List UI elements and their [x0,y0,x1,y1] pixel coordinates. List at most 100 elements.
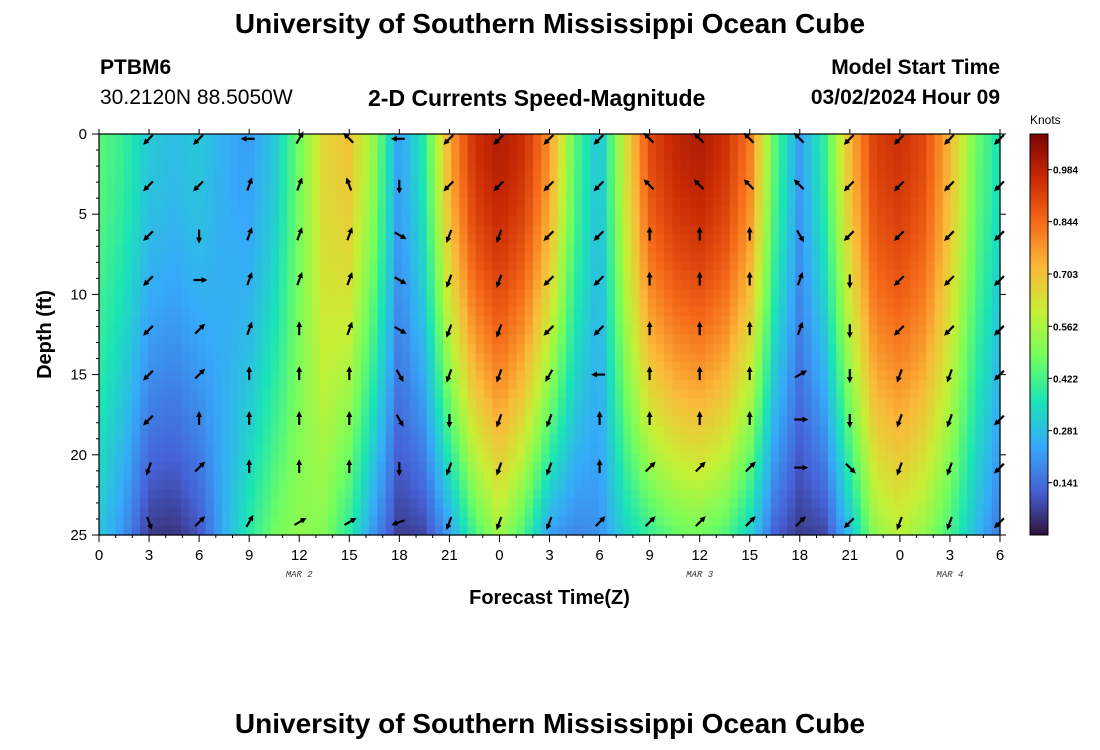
heatmap-cell [565,471,575,481]
heatmap-cell [565,197,575,208]
heatmap-cell [582,225,592,235]
heatmap-cell [950,243,960,254]
heatmap-cell [787,462,796,472]
heatmap-cell [443,525,452,536]
heatmap-cell [189,170,198,181]
heatmap-cell [99,525,108,536]
heatmap-cell [942,443,952,454]
heatmap-cell [664,507,673,518]
heatmap-cell [901,507,911,518]
current-vector-arrow [843,230,855,242]
heatmap-cell [737,152,747,162]
heatmap-cell [352,425,362,436]
heatmap-cell [852,462,862,472]
heatmap-cell [991,462,1001,472]
heatmap-cell [565,425,575,436]
heatmap-cell [107,225,116,235]
heatmap-cell [271,462,280,472]
heatmap-cell [221,489,231,500]
heatmap-cell [328,516,338,527]
heatmap-cell [836,452,845,463]
heatmap-cell [934,389,944,399]
heatmap-cell [361,206,370,217]
heatmap-cell [672,206,682,217]
heatmap-cell [598,225,608,235]
heatmap-cell [729,288,739,299]
heatmap-cell [533,225,542,235]
heatmap-cell [238,516,248,527]
heatmap-cell [655,279,665,290]
heatmap-cell [467,389,477,399]
heatmap-cell [377,489,387,500]
heatmap-cell [541,425,551,436]
heatmap-cell [598,270,608,281]
heatmap-cell [533,407,542,418]
heatmap-cell [459,270,469,281]
heatmap-cell [328,443,338,454]
heatmap-cell [533,307,542,317]
heatmap-cell [664,188,673,199]
heatmap-cell [139,316,149,326]
heatmap-cell [991,216,1001,226]
heatmap-cell [631,134,641,144]
heatmap-cell [795,525,805,536]
heatmap-cell [991,352,1001,363]
heatmap-cell [475,361,485,372]
heatmap-cell [336,334,346,345]
heatmap-cell [787,452,796,463]
heatmap-cell [934,206,944,217]
heatmap-cell [508,288,518,299]
heatmap-cell [99,252,108,263]
heatmap-cell [729,443,739,454]
heatmap-cell [418,343,428,354]
heatmap-cell [205,216,215,226]
heatmap-cell [328,452,338,463]
heatmap-cell [664,480,673,491]
heatmap-cell [156,143,166,153]
heatmap-cell [352,134,362,144]
heatmap-cell [582,380,592,390]
heatmap-cell [991,380,1001,390]
heatmap-cell [107,498,116,509]
heatmap-cell [533,252,542,263]
heatmap-cell [860,225,870,235]
heatmap-cell [311,307,321,317]
heatmap-cell [852,170,862,181]
heatmap-cell [877,206,886,217]
heatmap-cell [615,462,624,472]
heatmap-cell [819,452,829,463]
heatmap-cell [139,261,149,272]
heatmap-cell [377,170,387,181]
heatmap-cell [819,370,829,381]
heatmap-cell [221,361,231,372]
heatmap-cell [737,179,747,190]
heatmap-cell [533,370,542,381]
heatmap-cell [385,480,395,491]
heatmap-cell [623,370,633,381]
heatmap-cell [180,507,190,518]
heatmap-cell [991,170,1001,181]
heatmap-cell [500,261,510,272]
heatmap-cell [172,307,182,317]
heatmap-cell [524,152,534,162]
heatmap-cell [377,425,387,436]
heatmap-cell [590,452,600,463]
heatmap-cell [991,316,1001,326]
heatmap-cell [934,279,944,290]
heatmap-cell [385,188,395,199]
heatmap-cell [721,234,731,244]
heatmap-cell [868,361,878,372]
heatmap-cell [827,498,837,509]
heatmap-cell [803,252,813,263]
heatmap-cell [827,188,837,199]
heatmap-cell [909,471,919,481]
heatmap-cell [983,343,993,354]
heatmap-cell [205,525,215,536]
heatmap-cell [959,243,968,254]
heatmap-cell [942,434,952,445]
heatmap-cell [500,197,510,208]
heatmap-cell [983,179,993,190]
heatmap-cell [901,498,911,509]
current-vector-arrow [693,132,705,144]
heatmap-cell [410,197,420,208]
